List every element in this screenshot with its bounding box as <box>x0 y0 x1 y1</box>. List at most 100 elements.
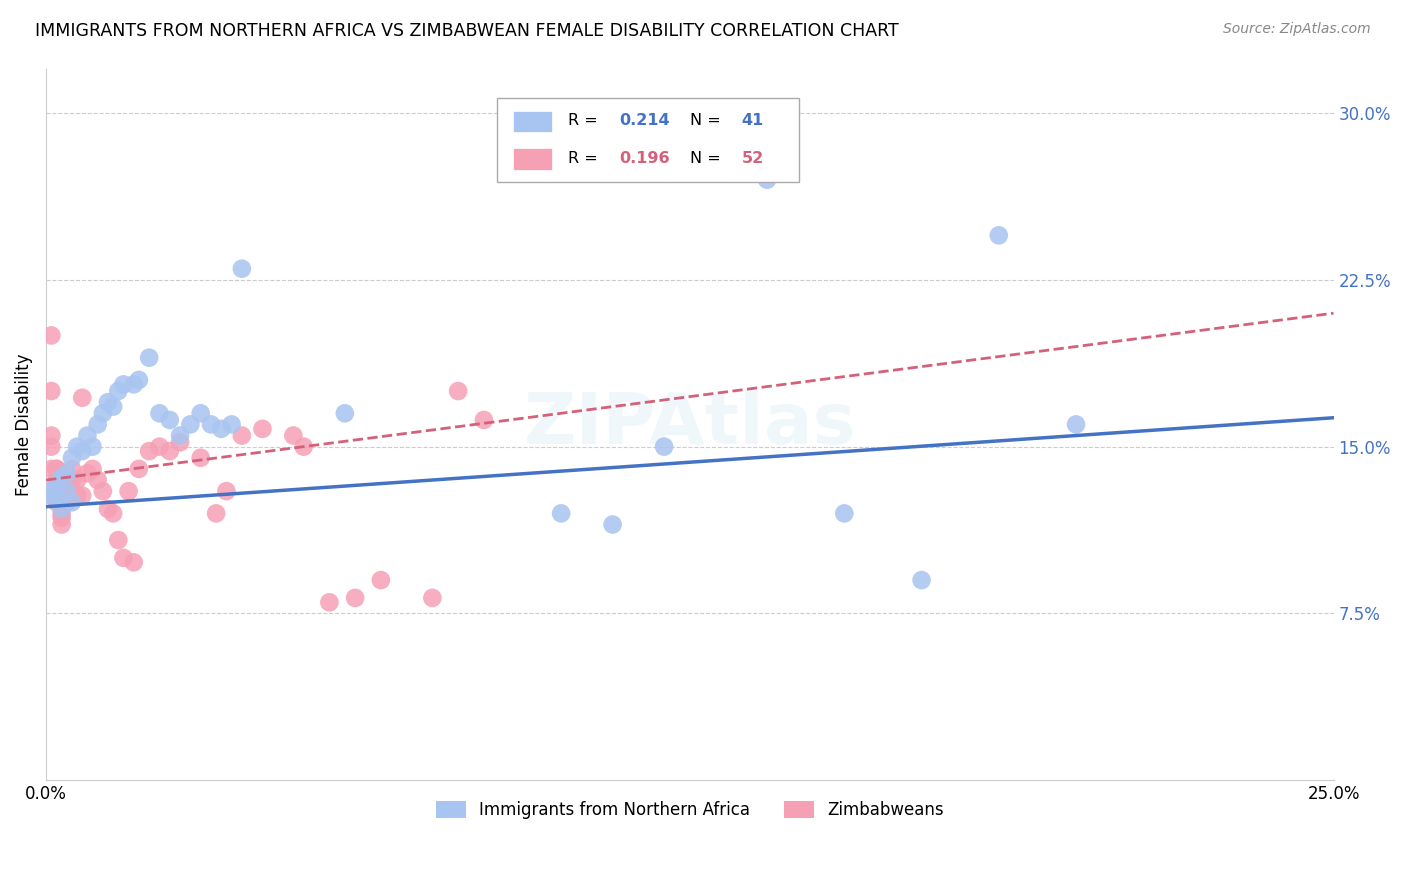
Point <box>60 450 83 465</box>
Text: Source: ZipAtlas.com: Source: ZipAtlas.com <box>1223 22 1371 37</box>
Point <box>117 484 139 499</box>
Point <box>60 473 83 487</box>
Point <box>101 400 124 414</box>
Point <box>422 591 444 605</box>
Point <box>76 428 98 442</box>
Point <box>209 422 232 436</box>
Point <box>51 517 73 532</box>
Point <box>344 591 367 605</box>
Text: IMMIGRANTS FROM NORTHERN AFRICA VS ZIMBABWEAN FEMALE DISABILITY CORRELATION CHAR: IMMIGRANTS FROM NORTHERN AFRICA VS ZIMBA… <box>35 22 898 40</box>
Point <box>51 471 73 485</box>
Point <box>45 489 67 503</box>
Point <box>66 473 89 487</box>
Point <box>41 484 63 499</box>
Point <box>472 413 495 427</box>
Point <box>370 573 392 587</box>
Point <box>200 417 222 432</box>
Point <box>45 495 67 509</box>
Point <box>91 484 114 499</box>
Point <box>550 507 572 521</box>
Point <box>107 533 129 547</box>
Point <box>60 462 83 476</box>
Point <box>148 406 170 420</box>
Point <box>148 440 170 454</box>
Point <box>215 484 238 499</box>
Text: R =: R = <box>568 151 602 166</box>
Point <box>66 440 89 454</box>
Point <box>128 373 150 387</box>
Point <box>179 417 201 432</box>
Point <box>159 444 181 458</box>
Point <box>45 491 67 505</box>
Point <box>45 473 67 487</box>
Point <box>834 507 856 521</box>
Y-axis label: Female Disability: Female Disability <box>15 353 32 496</box>
Point <box>1064 417 1087 432</box>
Point <box>86 417 108 432</box>
Point <box>45 462 67 476</box>
Point <box>41 440 63 454</box>
Point <box>128 462 150 476</box>
Point <box>97 502 120 516</box>
Text: 0.196: 0.196 <box>619 151 669 166</box>
Point <box>56 473 79 487</box>
Point <box>252 422 274 436</box>
Point <box>333 406 356 420</box>
Text: 41: 41 <box>741 113 763 128</box>
Point <box>910 573 932 587</box>
Point <box>91 406 114 420</box>
Point <box>190 450 212 465</box>
Point <box>51 507 73 521</box>
Point <box>97 395 120 409</box>
Point <box>56 489 79 503</box>
Point <box>107 384 129 398</box>
Point <box>138 351 160 365</box>
Point <box>70 489 93 503</box>
Point <box>51 511 73 525</box>
Point <box>41 428 63 442</box>
Point <box>66 489 89 503</box>
Point <box>169 435 191 450</box>
Point <box>41 328 63 343</box>
Point <box>112 377 135 392</box>
Text: 52: 52 <box>741 151 763 166</box>
Point <box>76 467 98 481</box>
Text: ZIPAtlas: ZIPAtlas <box>523 390 856 458</box>
Text: N =: N = <box>690 151 725 166</box>
Point <box>51 484 73 499</box>
Point <box>56 495 79 509</box>
Text: N =: N = <box>690 113 725 128</box>
Point <box>221 417 243 432</box>
Point <box>283 428 305 442</box>
Point <box>56 467 79 481</box>
Point <box>159 413 181 427</box>
Point <box>101 507 124 521</box>
Point <box>45 477 67 491</box>
Point <box>205 507 228 521</box>
Text: R =: R = <box>568 113 602 128</box>
Point <box>987 228 1010 243</box>
Point <box>86 473 108 487</box>
Point <box>41 489 63 503</box>
Point <box>41 462 63 476</box>
Point <box>447 384 470 398</box>
FancyBboxPatch shape <box>496 98 799 182</box>
Point <box>652 440 675 454</box>
Point <box>41 384 63 398</box>
Point <box>45 462 67 476</box>
Point <box>602 517 624 532</box>
Legend: Immigrants from Northern Africa, Zimbabweans: Immigrants from Northern Africa, Zimbabw… <box>429 794 950 825</box>
Point <box>138 444 160 458</box>
Point <box>231 261 253 276</box>
Point <box>122 377 145 392</box>
Point <box>82 440 104 454</box>
Point <box>82 462 104 476</box>
Point <box>56 484 79 499</box>
Point <box>70 391 93 405</box>
Point <box>318 595 340 609</box>
Point <box>169 428 191 442</box>
Point <box>51 502 73 516</box>
Point <box>292 440 315 454</box>
Point <box>70 444 93 458</box>
FancyBboxPatch shape <box>513 111 553 132</box>
